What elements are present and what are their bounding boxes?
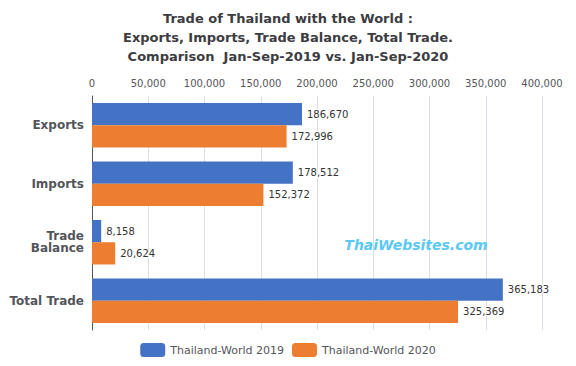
svg-text:20,624: 20,624 xyxy=(120,248,155,259)
svg-text:Exports: Exports xyxy=(32,118,84,132)
svg-text:178,512: 178,512 xyxy=(298,167,339,178)
svg-text:Trade: Trade xyxy=(46,229,84,244)
svg-text:325,369: 325,369 xyxy=(463,306,504,317)
svg-text:Thailand-World 2020: Thailand-World 2020 xyxy=(321,344,436,357)
svg-text:152,372: 152,372 xyxy=(268,189,309,200)
svg-text:150,000: 150,000 xyxy=(240,78,281,89)
svg-text:Total Trade: Total Trade xyxy=(9,294,84,308)
svg-text:300,000: 300,000 xyxy=(409,78,450,89)
svg-text:Trade of Thailand with the Wor: Trade of Thailand with the World : xyxy=(163,11,413,26)
svg-text:50,000: 50,000 xyxy=(131,78,166,89)
svg-text:100,000: 100,000 xyxy=(184,78,225,89)
svg-text:0: 0 xyxy=(89,78,95,89)
svg-text:350,000: 350,000 xyxy=(465,78,506,89)
svg-text:250,000: 250,000 xyxy=(353,78,394,89)
svg-text:365,183: 365,183 xyxy=(508,284,549,295)
svg-text:186,670: 186,670 xyxy=(307,109,348,120)
svg-text:Balance: Balance xyxy=(31,241,84,255)
svg-text:200,000: 200,000 xyxy=(296,78,337,89)
svg-text:172,996: 172,996 xyxy=(292,131,333,142)
svg-text:Comparison Jan-Sep-2019 vs. J: Comparison Jan-Sep-2019 vs. Jan-Sep-2020 xyxy=(128,49,449,64)
svg-text:Exports, Imports, Trade Balanc: Exports, Imports, Trade Balance, Total T… xyxy=(123,30,453,45)
svg-text:ThaiWebsites.com: ThaiWebsites.com xyxy=(344,237,487,253)
svg-text:Thailand-World 2019: Thailand-World 2019 xyxy=(169,344,284,357)
svg-text:8,158: 8,158 xyxy=(106,226,135,237)
svg-text:Imports: Imports xyxy=(31,177,84,191)
svg-text:400,000: 400,000 xyxy=(521,78,562,89)
